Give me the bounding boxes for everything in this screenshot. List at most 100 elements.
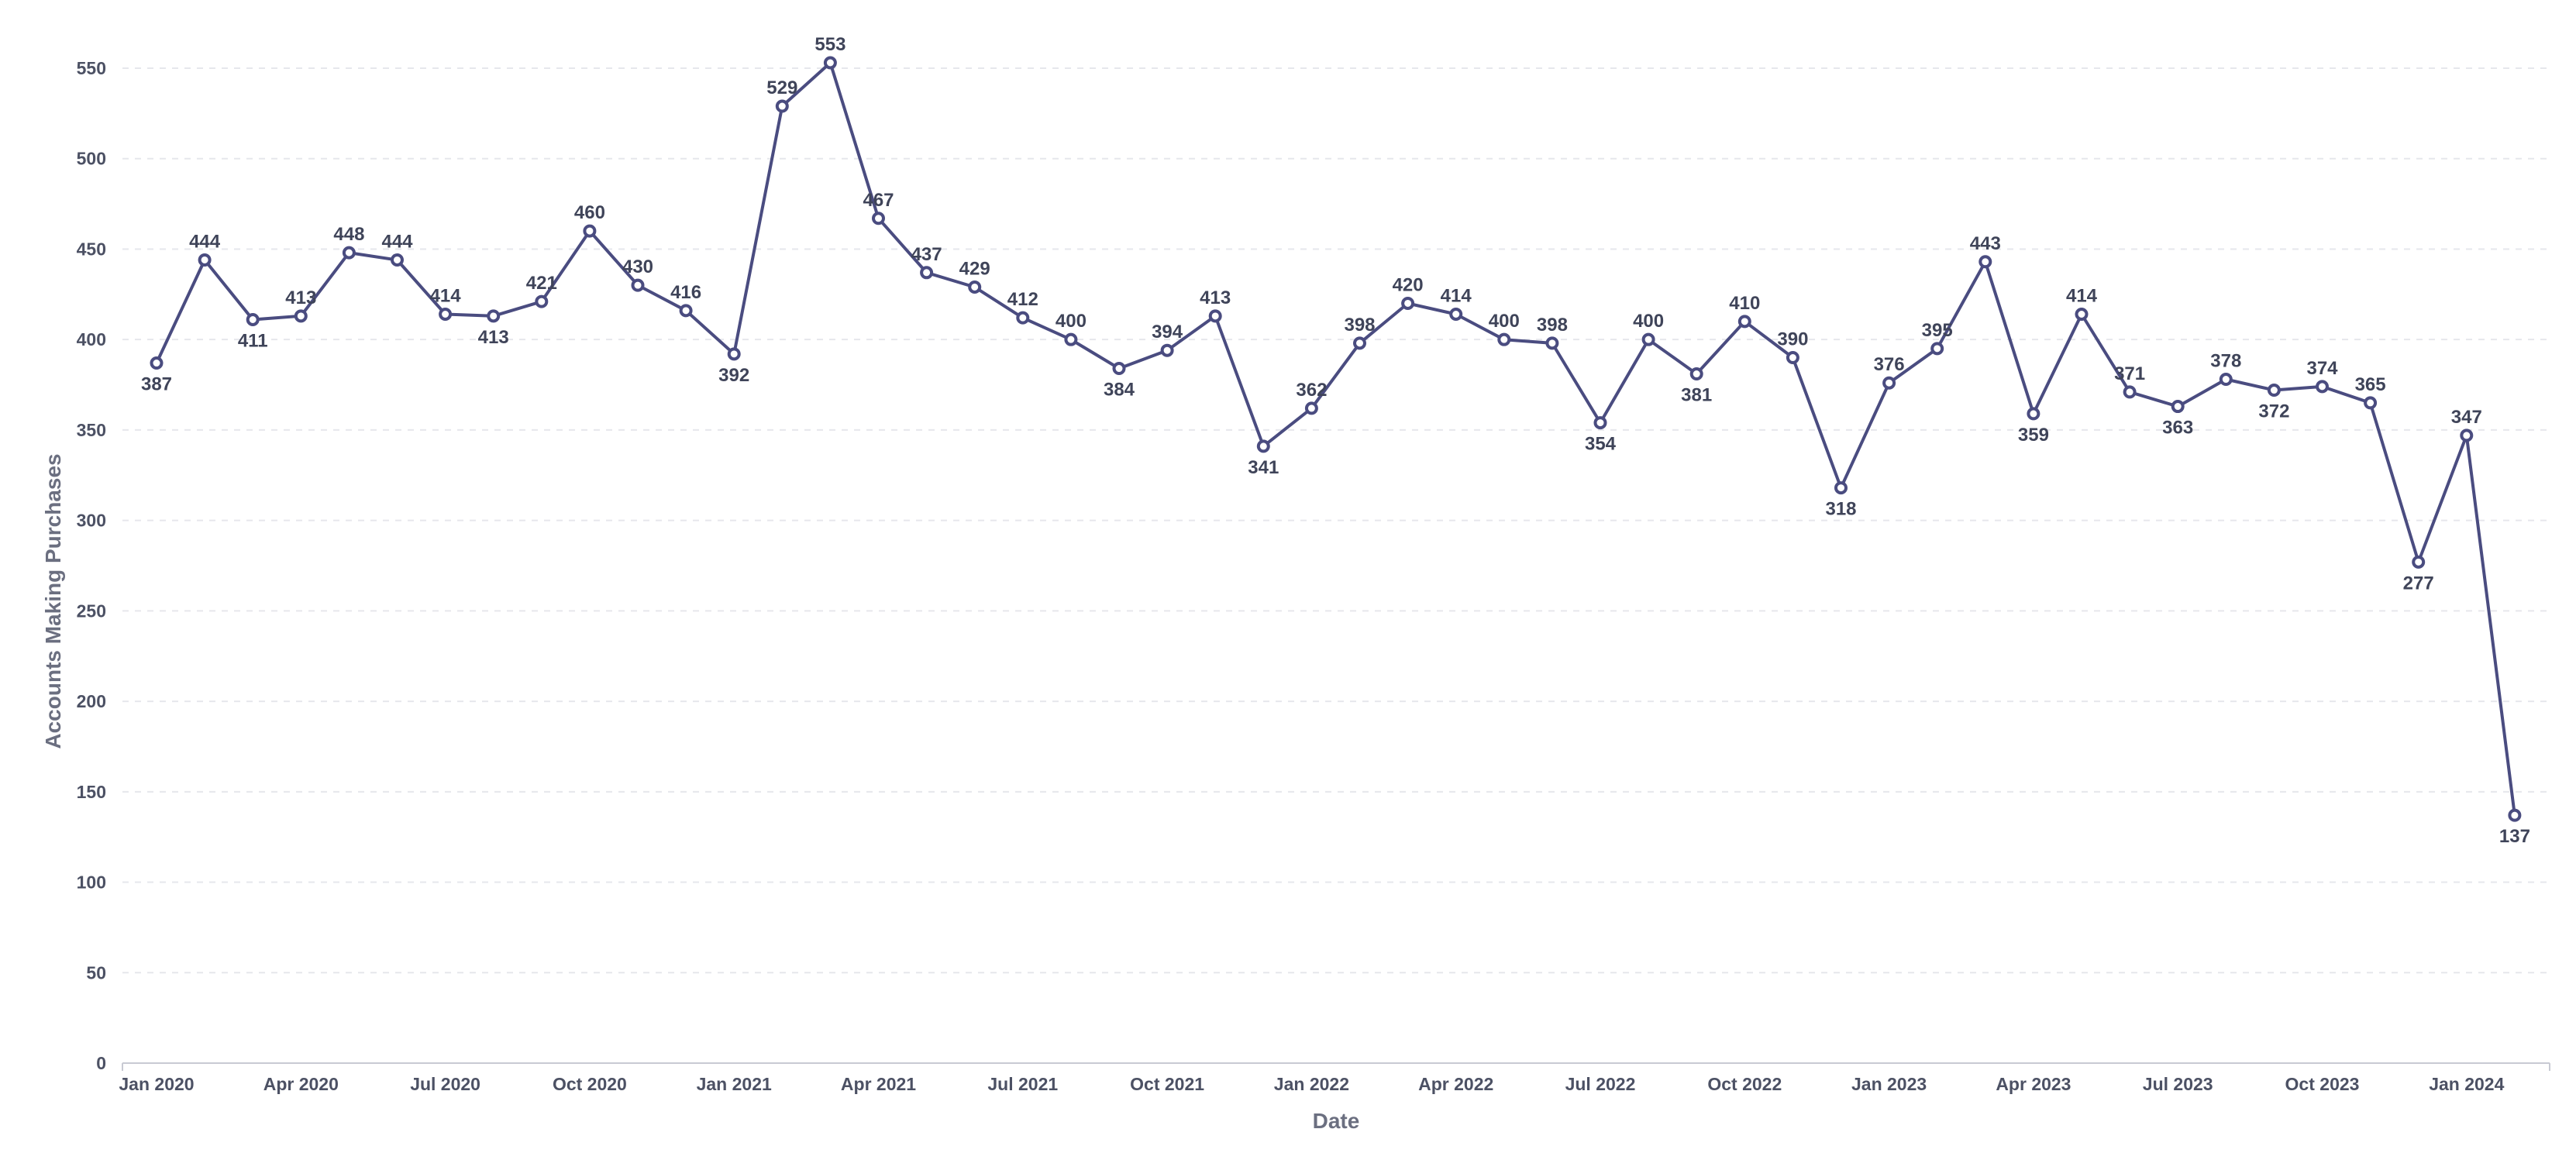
x-tick-label: Jan 2020: [119, 1074, 194, 1094]
grid-lines: [122, 67, 2550, 974]
data-label: 390: [1777, 329, 1808, 350]
x-tick-label: Jan 2021: [697, 1074, 772, 1094]
data-label: 384: [1104, 380, 1135, 401]
x-tick-label: Jan 2024: [2429, 1074, 2504, 1094]
data-points: [150, 56, 2522, 822]
data-point: [727, 347, 741, 361]
data-label: 318: [1825, 499, 1856, 520]
data-label: 529: [766, 77, 797, 98]
data-point: [1208, 309, 1222, 323]
data-label: 374: [2306, 358, 2338, 379]
x-tick-label: Jul 2020: [410, 1074, 480, 1094]
data-point: [150, 356, 164, 370]
data-point: [1882, 376, 1896, 390]
data-label: 413: [478, 327, 509, 348]
data-point: [583, 224, 597, 238]
data-point: [2219, 373, 2233, 387]
data-label: 365: [2355, 374, 2386, 395]
y-tick-label: 400: [77, 329, 106, 349]
data-label: 412: [1007, 289, 1038, 310]
data-point: [1786, 351, 1799, 365]
data-point: [2027, 407, 2040, 421]
series-accounts: [155, 61, 2516, 817]
data-label: 414: [1441, 285, 1472, 306]
y-tick-label: 250: [77, 601, 106, 621]
data-point: [1353, 336, 1366, 350]
data-label: 354: [1585, 434, 1617, 455]
y-tick-label: 50: [86, 962, 106, 983]
data-label: 371: [2114, 363, 2145, 384]
series-line: [155, 61, 2516, 817]
data-point: [1256, 439, 1270, 453]
data-label: 444: [189, 231, 221, 252]
data-point: [2364, 396, 2378, 410]
data-label: 398: [1344, 315, 1375, 336]
x-axis: Jan 2020 Apr 2020 Jul 2020 Oct 2020 Jan 2021…: [119, 1062, 2550, 1094]
x-tick-label: Jul 2023: [2143, 1074, 2213, 1094]
y-tick-label: 500: [77, 149, 106, 169]
data-label: 430: [622, 256, 653, 277]
x-tick-label: Apr 2021: [841, 1074, 916, 1094]
data-label: 414: [2066, 285, 2098, 306]
data-label: 437: [911, 244, 942, 265]
data-point: [1593, 416, 1607, 430]
data-label: 448: [333, 224, 364, 245]
data-point: [1160, 343, 1174, 357]
x-tick-label: Oct 2020: [553, 1074, 627, 1094]
data-point: [1449, 307, 1463, 321]
data-point: [246, 313, 260, 327]
data-label: 416: [670, 282, 701, 303]
data-point: [342, 246, 356, 260]
data-point: [2171, 400, 2185, 414]
data-point: [535, 294, 549, 308]
data-label: 395: [1922, 320, 1953, 341]
data-point: [1545, 336, 1559, 350]
data-label: 400: [1056, 311, 1087, 332]
data-point: [2316, 380, 2329, 394]
data-labels: 387 444 411 413 448 444 414 413 421 460 430 416 392 5…: [141, 34, 2530, 847]
data-label: 398: [1537, 315, 1568, 336]
data-label: 400: [1633, 311, 1664, 332]
x-tick-label: Apr 2022: [1418, 1074, 1493, 1094]
data-label: 460: [574, 202, 605, 223]
x-axis-title: Date: [1313, 1109, 1360, 1133]
data-label: 362: [1296, 380, 1327, 401]
data-label: 467: [863, 190, 894, 211]
data-point: [1112, 362, 1126, 376]
data-point: [2508, 808, 2522, 822]
y-tick-label: 200: [77, 691, 106, 711]
data-point: [679, 304, 693, 318]
y-tick-label: 550: [77, 58, 106, 78]
y-tick-label: 150: [77, 782, 106, 802]
data-point: [1304, 401, 1318, 415]
data-point: [968, 280, 982, 294]
data-point: [1641, 332, 1655, 346]
data-label: 392: [718, 365, 749, 386]
x-tick-label: Jul 2022: [1565, 1074, 1636, 1094]
data-label: 444: [381, 231, 413, 252]
x-tick-label: Jan 2023: [1851, 1074, 1927, 1094]
data-point: [2123, 385, 2137, 399]
data-point: [920, 266, 934, 280]
data-point: [1930, 342, 1944, 356]
data-point: [487, 309, 501, 323]
y-tick-label: 100: [77, 872, 106, 893]
y-axis: 0 50 100 150 200 250 300 350 400 450 500 550: [77, 58, 106, 1073]
data-label: 381: [1681, 385, 1712, 406]
x-tick-label: Oct 2023: [2285, 1074, 2360, 1094]
data-label: 413: [1200, 287, 1231, 308]
data-point: [872, 212, 885, 225]
data-point: [2075, 307, 2089, 321]
data-point: [1978, 255, 1992, 269]
data-label: 378: [2210, 351, 2241, 372]
data-point: [631, 278, 645, 292]
x-tick-label: Apr 2023: [1996, 1074, 2071, 1094]
data-label: 341: [1248, 457, 1279, 478]
data-label: 413: [285, 287, 316, 308]
data-point: [198, 253, 212, 267]
data-label: 277: [2403, 573, 2434, 594]
data-point: [391, 253, 404, 267]
data-label: 394: [1152, 322, 1183, 342]
data-label: 359: [2018, 425, 2049, 446]
